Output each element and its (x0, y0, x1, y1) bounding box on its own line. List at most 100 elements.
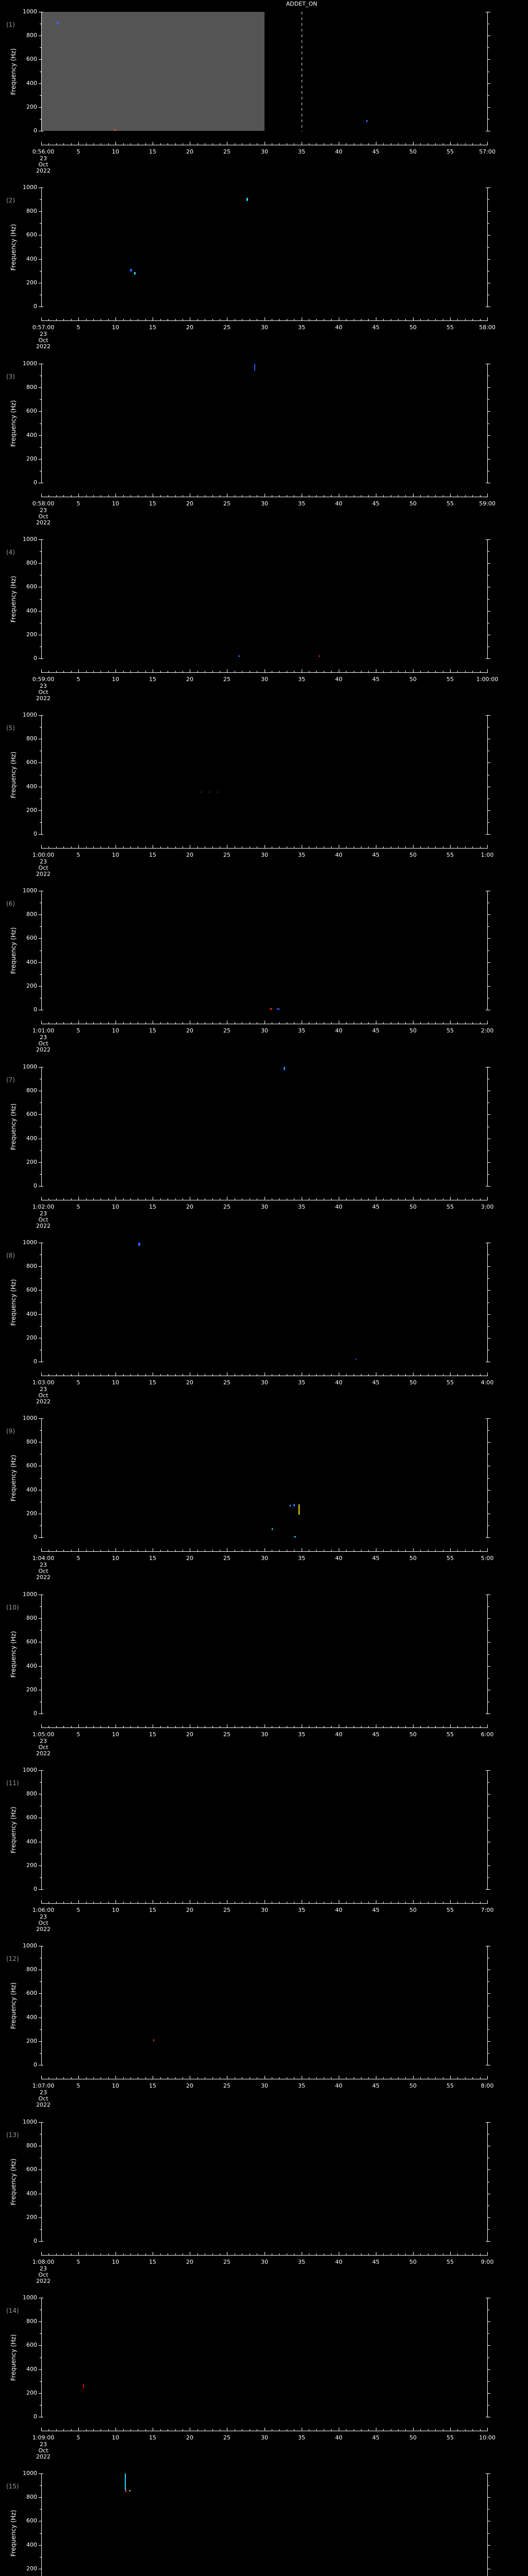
x-minor-tick (197, 1550, 198, 1551)
date-label: 2022 (36, 1926, 51, 1933)
y-minor-tick-left (40, 2533, 41, 2534)
spine-serif (41, 539, 43, 540)
x-tick-label: 50 (409, 500, 417, 507)
spine-serif (486, 2241, 488, 2242)
date-label: 23 (40, 1913, 47, 1920)
time-axis-line (41, 672, 488, 673)
x-minor-tick (212, 1902, 213, 1903)
x-tick-label: 20 (186, 1379, 193, 1386)
y-tick-label: 400 (26, 2014, 37, 2021)
x-minor-tick (130, 1902, 131, 1903)
date-label: 2022 (36, 695, 51, 702)
x-major-tick (78, 1548, 79, 1551)
y-tick-label: 400 (26, 783, 37, 790)
date-label: 23 (40, 1210, 47, 1217)
x-tick-label: 5 (76, 1555, 80, 1562)
y-tick-label: 800 (26, 1615, 37, 1621)
x-minor-tick (465, 1726, 466, 1727)
x-major-tick (450, 2428, 451, 2431)
date-label: 23 (40, 1034, 47, 1041)
x-minor-tick (48, 1198, 49, 1200)
y-minor-tick-right (488, 1630, 489, 1631)
y-tick-label: 0 (34, 1710, 37, 1717)
x-minor-tick (71, 495, 72, 497)
x-tick-label: 15 (149, 500, 156, 507)
date-label: 23 (40, 2265, 47, 2272)
x-tick-label: 25 (223, 2259, 230, 2265)
x-tick-label: 5 (76, 852, 80, 858)
x-end-label: 3:00 (481, 1204, 494, 1210)
date-label: 23 (40, 683, 47, 689)
y-major-tick-right (488, 715, 490, 716)
left-spine (41, 1946, 42, 2065)
x-minor-tick (123, 2077, 124, 2079)
x-tick-label: 50 (409, 148, 417, 155)
y-major-tick-right (488, 810, 490, 811)
y-minor-tick-right (488, 1782, 489, 1783)
x-tick-label: 30 (261, 1027, 268, 1034)
x-minor-tick (472, 1198, 473, 1200)
x-minor-tick (465, 671, 466, 672)
spectral-event (277, 1008, 279, 1010)
x-major-tick (413, 142, 414, 145)
y-major-tick-left (39, 107, 41, 108)
left-spine (41, 364, 42, 483)
date-label: Oct (38, 2095, 48, 2102)
x-minor-tick (331, 495, 332, 497)
x-major-tick (413, 317, 414, 320)
x-minor-tick (405, 1726, 406, 1727)
x-major-tick (487, 2076, 488, 2079)
x-minor-tick (63, 1374, 64, 1376)
y-major-tick-left (39, 1290, 41, 1291)
x-minor-tick (316, 1902, 317, 1903)
x-minor-tick (108, 1374, 109, 1376)
x-major-tick (487, 1900, 488, 1903)
x-major-tick (450, 1724, 451, 1727)
x-minor-tick (480, 671, 481, 672)
x-tick-label: 50 (409, 1027, 417, 1034)
y-minor-tick-left (40, 1981, 41, 1982)
left-spine (41, 2122, 42, 2242)
y-major-tick-left (39, 810, 41, 811)
y-tick-label: 1000 (23, 184, 37, 191)
y-major-tick-left (39, 83, 41, 84)
spectral-event (272, 1528, 273, 1530)
x-minor-tick (71, 1550, 72, 1551)
x-minor-tick (197, 495, 198, 497)
x-minor-tick (480, 1550, 481, 1551)
x-tick-label: 15 (149, 2259, 156, 2265)
y-minor-tick-right (488, 199, 489, 200)
x-end-label: 8:00 (481, 2082, 494, 2089)
x-minor-tick (420, 1726, 421, 1727)
x-tick-label: 5 (76, 500, 80, 507)
x-tick-label: 30 (261, 500, 268, 507)
y-minor-tick-left (40, 423, 41, 424)
x-tick-label: 40 (335, 1731, 342, 1738)
time-axis-line (41, 848, 488, 849)
x-tick-label: 40 (335, 1555, 342, 1562)
x-minor-tick (472, 1902, 473, 1903)
x-tick-label: 40 (335, 1379, 342, 1386)
x-minor-tick (480, 143, 481, 145)
plot-area (41, 2473, 487, 2576)
x-end-label: 57:00 (479, 148, 496, 155)
x-major-tick (487, 2252, 488, 2255)
x-minor-tick (175, 143, 176, 145)
x-tick-label: 50 (409, 1731, 417, 1738)
y-major-tick-left (39, 539, 41, 540)
x-major-tick (450, 2076, 451, 2079)
x-minor-tick (316, 143, 317, 145)
x-tick-label: 45 (372, 2259, 380, 2265)
x-tick-label: 40 (335, 500, 342, 507)
right-spine (487, 1067, 488, 1187)
x-start-label: 1:06:00 (32, 1907, 55, 1913)
x-minor-tick (420, 495, 421, 497)
x-minor-tick (63, 143, 64, 145)
x-tick-label: 15 (149, 1379, 156, 1386)
y-major-tick-left (39, 2122, 41, 2123)
x-minor-tick (145, 143, 146, 145)
y-tick-label: 800 (26, 2142, 37, 2149)
x-tick-label: 30 (261, 2259, 268, 2265)
x-tick-label: 35 (298, 324, 305, 331)
x-tick-label: 55 (447, 1379, 454, 1386)
